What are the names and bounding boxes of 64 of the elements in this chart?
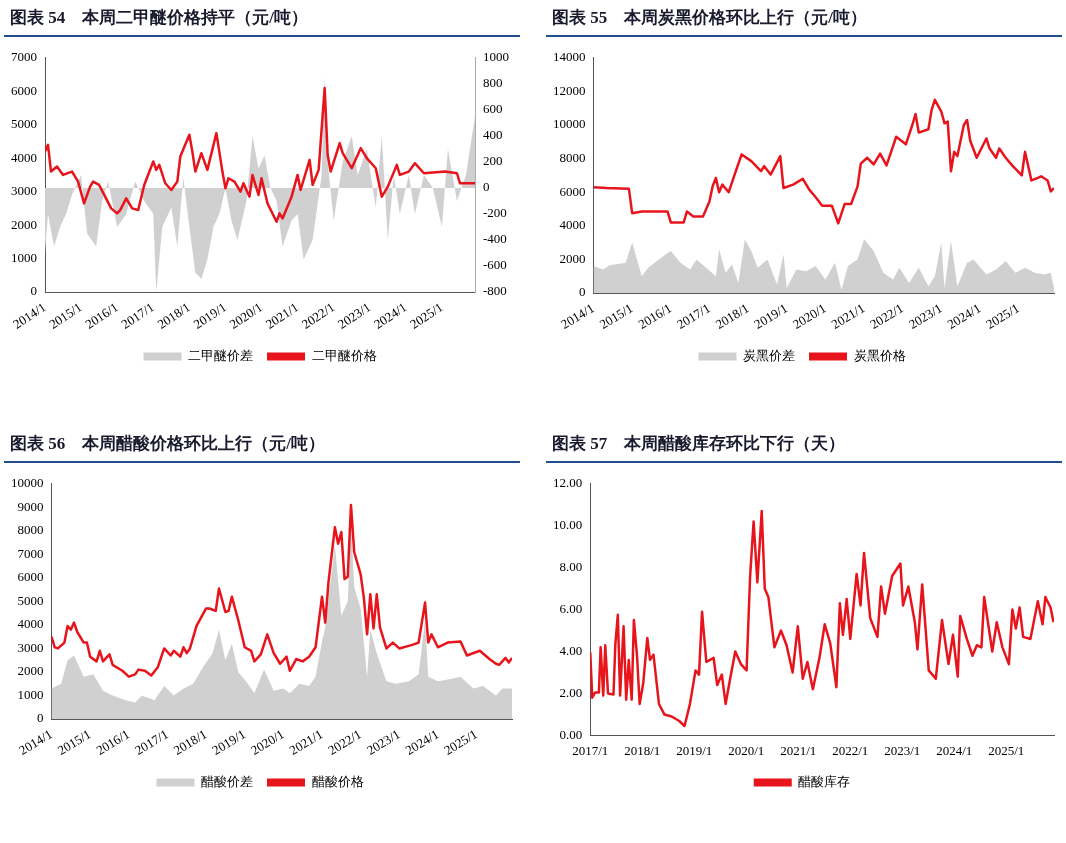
- y-tick-label: 12000: [553, 82, 586, 98]
- y2-tick-label: -600: [483, 257, 507, 273]
- y-tick-label: 4.00: [559, 642, 583, 658]
- y-tick-label: 2.00: [559, 684, 583, 700]
- y-tick-label: 6000: [559, 183, 586, 199]
- y-tick-label: 8000: [559, 150, 586, 166]
- y-tick-label: 0: [37, 710, 44, 726]
- chart-title: 图表 56 本周醋酸价格环比上行（元/吨）: [4, 428, 520, 463]
- x-tick-label: 2025/1: [988, 742, 1025, 758]
- x-tick-label: 2023/1: [884, 742, 921, 758]
- y2-tick-label: -200: [483, 205, 507, 221]
- y-tick-label: 6000: [11, 82, 37, 98]
- y2-tick-label: -800: [483, 283, 507, 299]
- y-tick-label: 2000: [559, 250, 586, 266]
- y-tick-label: 4000: [17, 616, 44, 632]
- x-tick-label: 2022/1: [832, 742, 869, 758]
- y-tick-label: 10000: [553, 116, 586, 132]
- y-tick-label: 10.00: [553, 517, 583, 533]
- x-tick-label: 2021/1: [780, 742, 817, 758]
- x-tick-label: 2017/1: [572, 742, 609, 758]
- x-tick-label: 2018/1: [624, 742, 661, 758]
- y-tick-label: 3000: [11, 183, 37, 199]
- y-tick-label: 1000: [11, 250, 37, 265]
- legend-label: 二甲醚价差: [188, 347, 253, 363]
- y-tick-label: 5000: [17, 592, 44, 608]
- y2-tick-label: 0: [483, 179, 490, 195]
- y-tick-label: 4000: [559, 217, 586, 233]
- y-tick-label: 0: [30, 283, 37, 299]
- x-tick-label: 2019/1: [676, 742, 713, 758]
- x-tick-label: 2020/1: [728, 742, 765, 758]
- y2-tick-label: 200: [483, 153, 503, 169]
- y-tick-label: 5000: [11, 116, 37, 132]
- legend-label: 醋酸库存: [798, 773, 851, 789]
- chart-title: 图表 55 本周炭黑价格环比上行（元/吨）: [546, 2, 1062, 37]
- legend-label: 炭黑价格: [853, 347, 906, 363]
- y-tick-label: 10000: [11, 475, 44, 491]
- y-tick-label: 3000: [17, 639, 44, 655]
- y2-tick-label: 400: [483, 127, 503, 143]
- y2-tick-label: 800: [483, 75, 503, 91]
- y-tick-label: 9000: [17, 498, 44, 514]
- x-tick-label: 2024/1: [936, 742, 973, 758]
- y2-tick-label: -400: [483, 231, 507, 247]
- legend-label: 醋酸价差: [201, 773, 253, 789]
- y-tick-label: 6000: [17, 569, 44, 585]
- y-tick-label: 0.00: [559, 726, 583, 742]
- y-tick-label: 8.00: [559, 559, 583, 575]
- chart-title: 图表 54 本周二甲醚价格持平（元/吨）: [4, 2, 520, 37]
- chart-title: 图表 57 本周醋酸库存环比下行（天）: [546, 428, 1062, 463]
- y-tick-label: 7000: [11, 49, 37, 65]
- y-tick-label: 2000: [11, 216, 37, 232]
- y2-tick-label: 1000: [483, 49, 509, 65]
- y-tick-label: 7000: [17, 545, 44, 561]
- y-tick-label: 6.00: [559, 601, 583, 617]
- legend-label: 二甲醚价格: [311, 347, 377, 363]
- y-tick-label: 4000: [11, 149, 37, 165]
- y-tick-label: 12.00: [553, 475, 583, 491]
- legend-label: 醋酸价格: [311, 773, 364, 789]
- y-tick-label: 8000: [17, 522, 44, 538]
- y-tick-label: 0: [579, 284, 586, 300]
- legend-label: 炭黑价差: [743, 347, 795, 363]
- y-tick-label: 14000: [553, 49, 586, 65]
- y-tick-label: 2000: [17, 663, 44, 679]
- y-tick-label: 1000: [17, 686, 44, 702]
- y2-tick-label: 600: [483, 101, 503, 117]
